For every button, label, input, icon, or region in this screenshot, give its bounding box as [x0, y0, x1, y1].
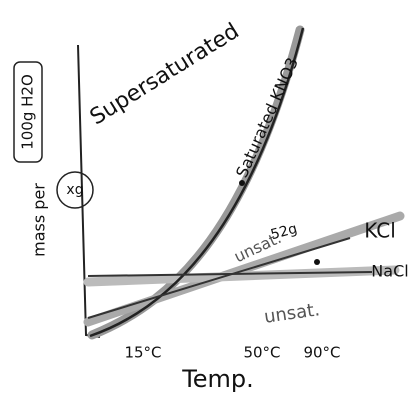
boxed-label: 100g H2O [19, 74, 37, 150]
circled-label: xg [66, 182, 83, 198]
y-axis-label: mass per [30, 183, 49, 257]
x-axis-label: Temp. [181, 365, 254, 393]
x-tick-label: 15°C [124, 344, 161, 362]
x-tick-label: 90°C [303, 344, 340, 362]
point [314, 259, 320, 265]
curve-label: Saturated KNO3 [232, 55, 302, 181]
page: Supersaturated Saturated KNO3 mass per 1… [0, 0, 419, 400]
x-tick-label: 50°C [243, 344, 280, 362]
curve-label: NaCl [371, 262, 408, 281]
region-label: Supersaturated [86, 19, 244, 131]
region-label: unsat. [263, 299, 321, 328]
point [239, 180, 245, 186]
diagram: Supersaturated Saturated KNO3 mass per 1… [0, 0, 419, 400]
curve-label: KCl [364, 219, 396, 243]
